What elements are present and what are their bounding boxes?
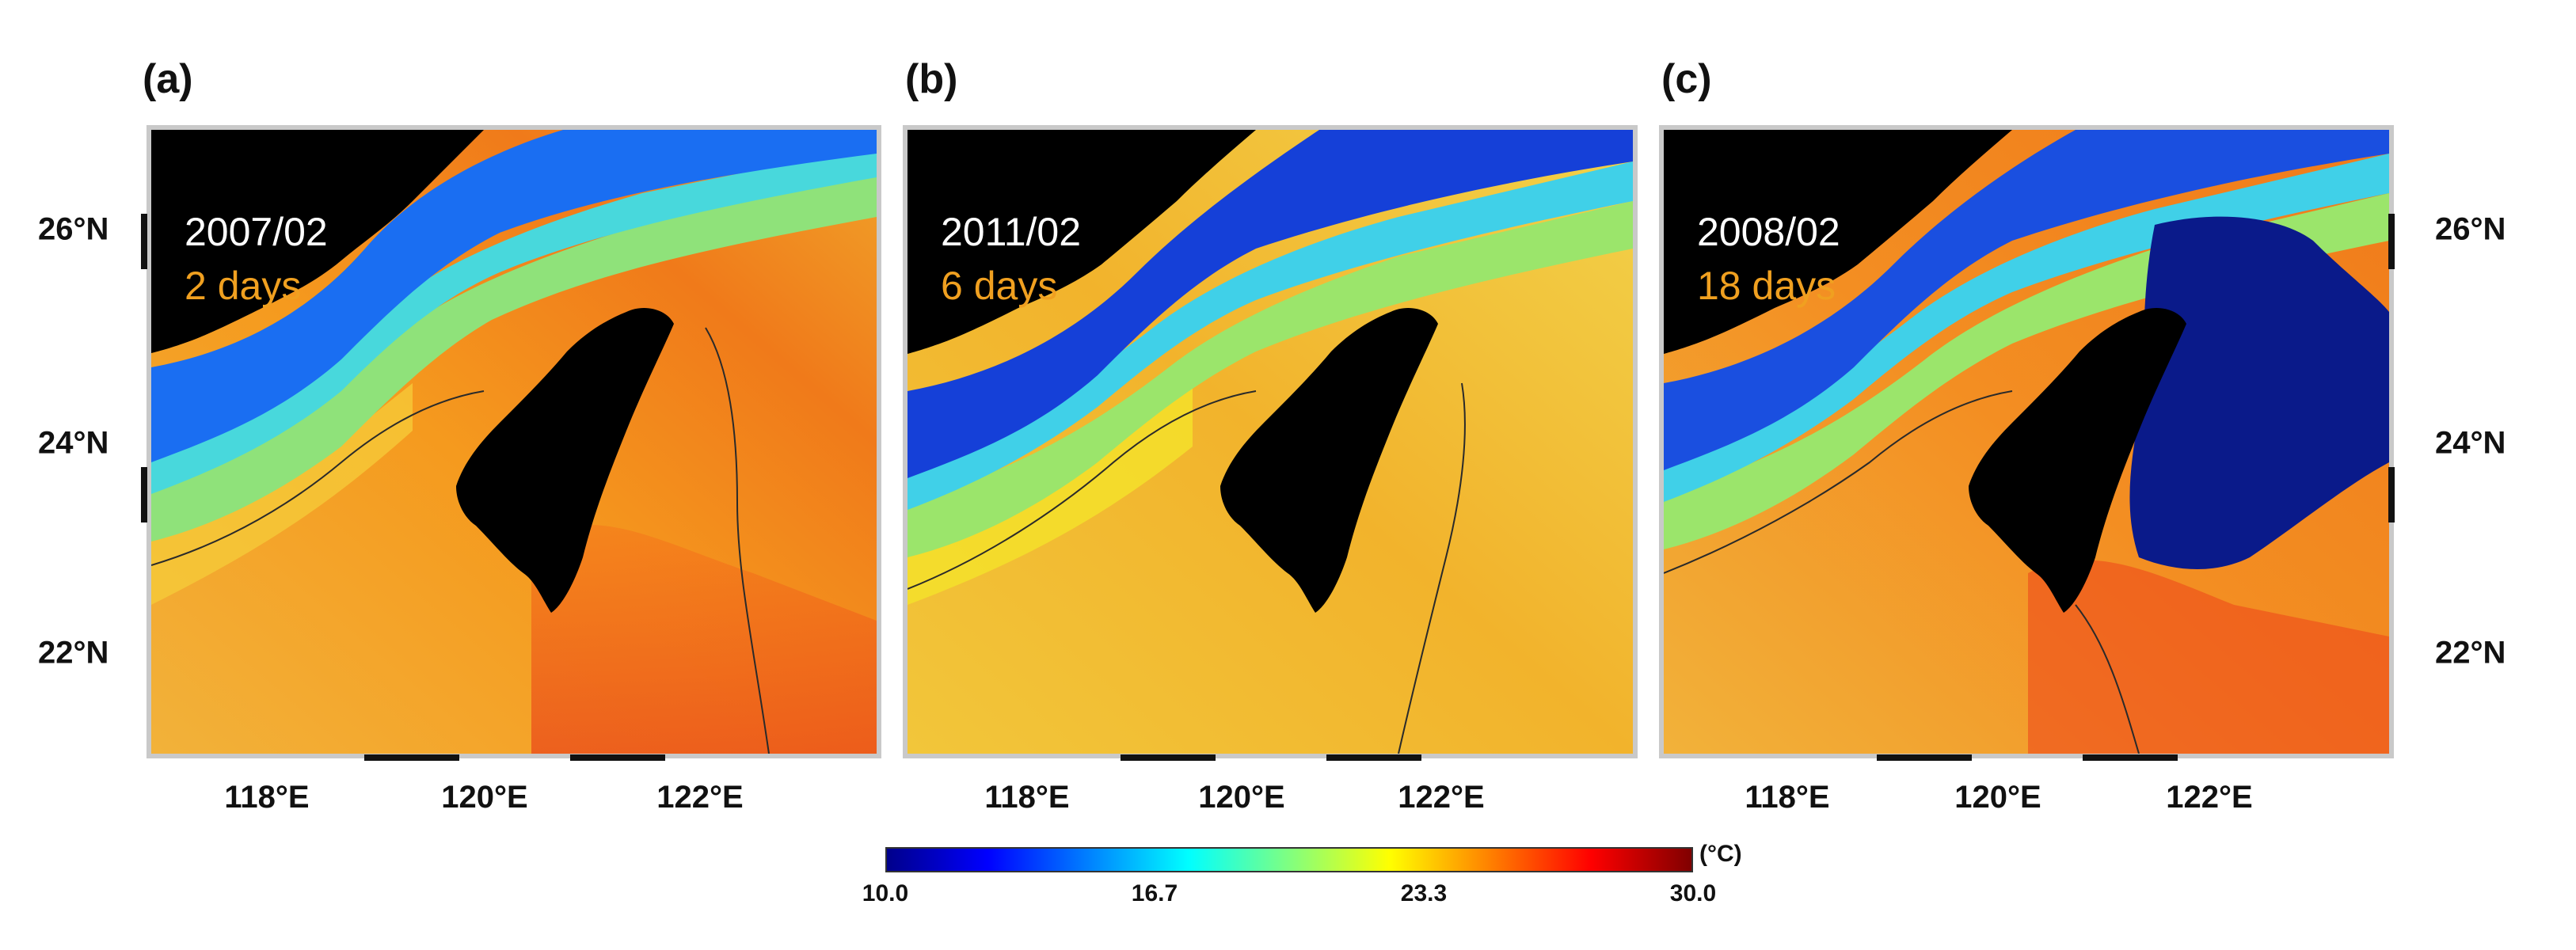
sst-map-a [151,130,877,754]
sst-map-c [1664,130,2389,754]
green-band [151,169,877,542]
lat-label-24n-right: 24°N [2435,425,2506,461]
tick-mark [1121,754,1216,761]
lon-label-122e-a: 122°E [656,780,744,815]
lon-label-120e-b: 120°E [1198,780,1285,815]
tick-mark [1326,754,1421,761]
taiwan-land [456,308,674,613]
taiwan-land [1969,308,2186,613]
isotherm-contour [151,327,770,754]
lat-label-22n-right: 22°N [2435,635,2506,671]
lon-label-120e-c: 120°E [1954,780,2041,815]
lon-label-118e-b: 118°E [984,780,1070,815]
lon-label-122e-c: 122°E [2166,780,2253,815]
duration-label: 6 days [941,264,1058,308]
warm-core [531,525,877,754]
china-coast-land [151,130,484,353]
green-band [907,201,1633,557]
sst-map-b [907,130,1633,754]
tick-mark [2083,754,2178,761]
green-band [1664,193,2389,549]
colorbar-tick-10: 10.0 [862,880,909,906]
colorbar-tick-16-7: 16.7 [1131,880,1178,906]
temperature-colorbar [885,847,1693,872]
map-panel-a: 2007/02 2 days [146,125,881,758]
lon-label-120e-a: 120°E [441,780,528,815]
tick-mark [2388,214,2395,269]
duration-label: 2 days [185,264,302,308]
cloud-masked-area [2129,216,2389,569]
cyan-band [1664,154,2389,502]
lon-label-118e-a: 118°E [224,780,310,815]
colorbar-unit: (°C) [1699,841,1742,867]
map-panel-b: 2011/02 6 days [903,125,1638,758]
taiwan-land [1220,308,1438,613]
tick-mark [570,754,665,761]
lon-label-118e-c: 118°E [1745,780,1830,815]
china-coast-land [907,130,1256,354]
panel-label-c: (c) [1661,56,1712,102]
tick-mark [364,754,459,761]
colorbar-tick-30: 30.0 [1669,880,1717,906]
cold-water [907,130,1633,478]
lat-label-24n-left: 24°N [38,425,109,461]
date-label: 2011/02 [941,210,1082,254]
isotherm-contour [1664,390,2140,754]
lon-label-122e-b: 122°E [1398,780,1485,815]
isotherm-contour [907,382,1466,754]
lat-label-26n-left: 26°N [38,211,109,247]
colorbar-tick-23-3: 23.3 [1400,880,1448,906]
date-label: 2008/02 [1697,210,1840,254]
tick-mark [141,214,147,269]
tick-mark [2388,467,2395,522]
panel-label-a: (a) [143,56,193,102]
china-coast-land [1664,130,2012,354]
lat-label-26n-right: 26°N [2435,211,2506,247]
panel-label-b: (b) [905,56,958,102]
cold-water [1664,130,2389,470]
cyan-band [151,146,877,494]
warm-core [2028,560,2389,754]
lat-label-22n-left: 22°N [38,635,109,671]
cold-water [151,130,877,462]
tick-mark [1877,754,1972,761]
duration-label: 18 days [1697,264,1836,308]
date-label: 2007/02 [185,210,328,254]
map-panel-c: 2008/02 18 days [1659,125,2394,758]
tick-mark [141,467,147,522]
cyan-band [907,162,1633,510]
